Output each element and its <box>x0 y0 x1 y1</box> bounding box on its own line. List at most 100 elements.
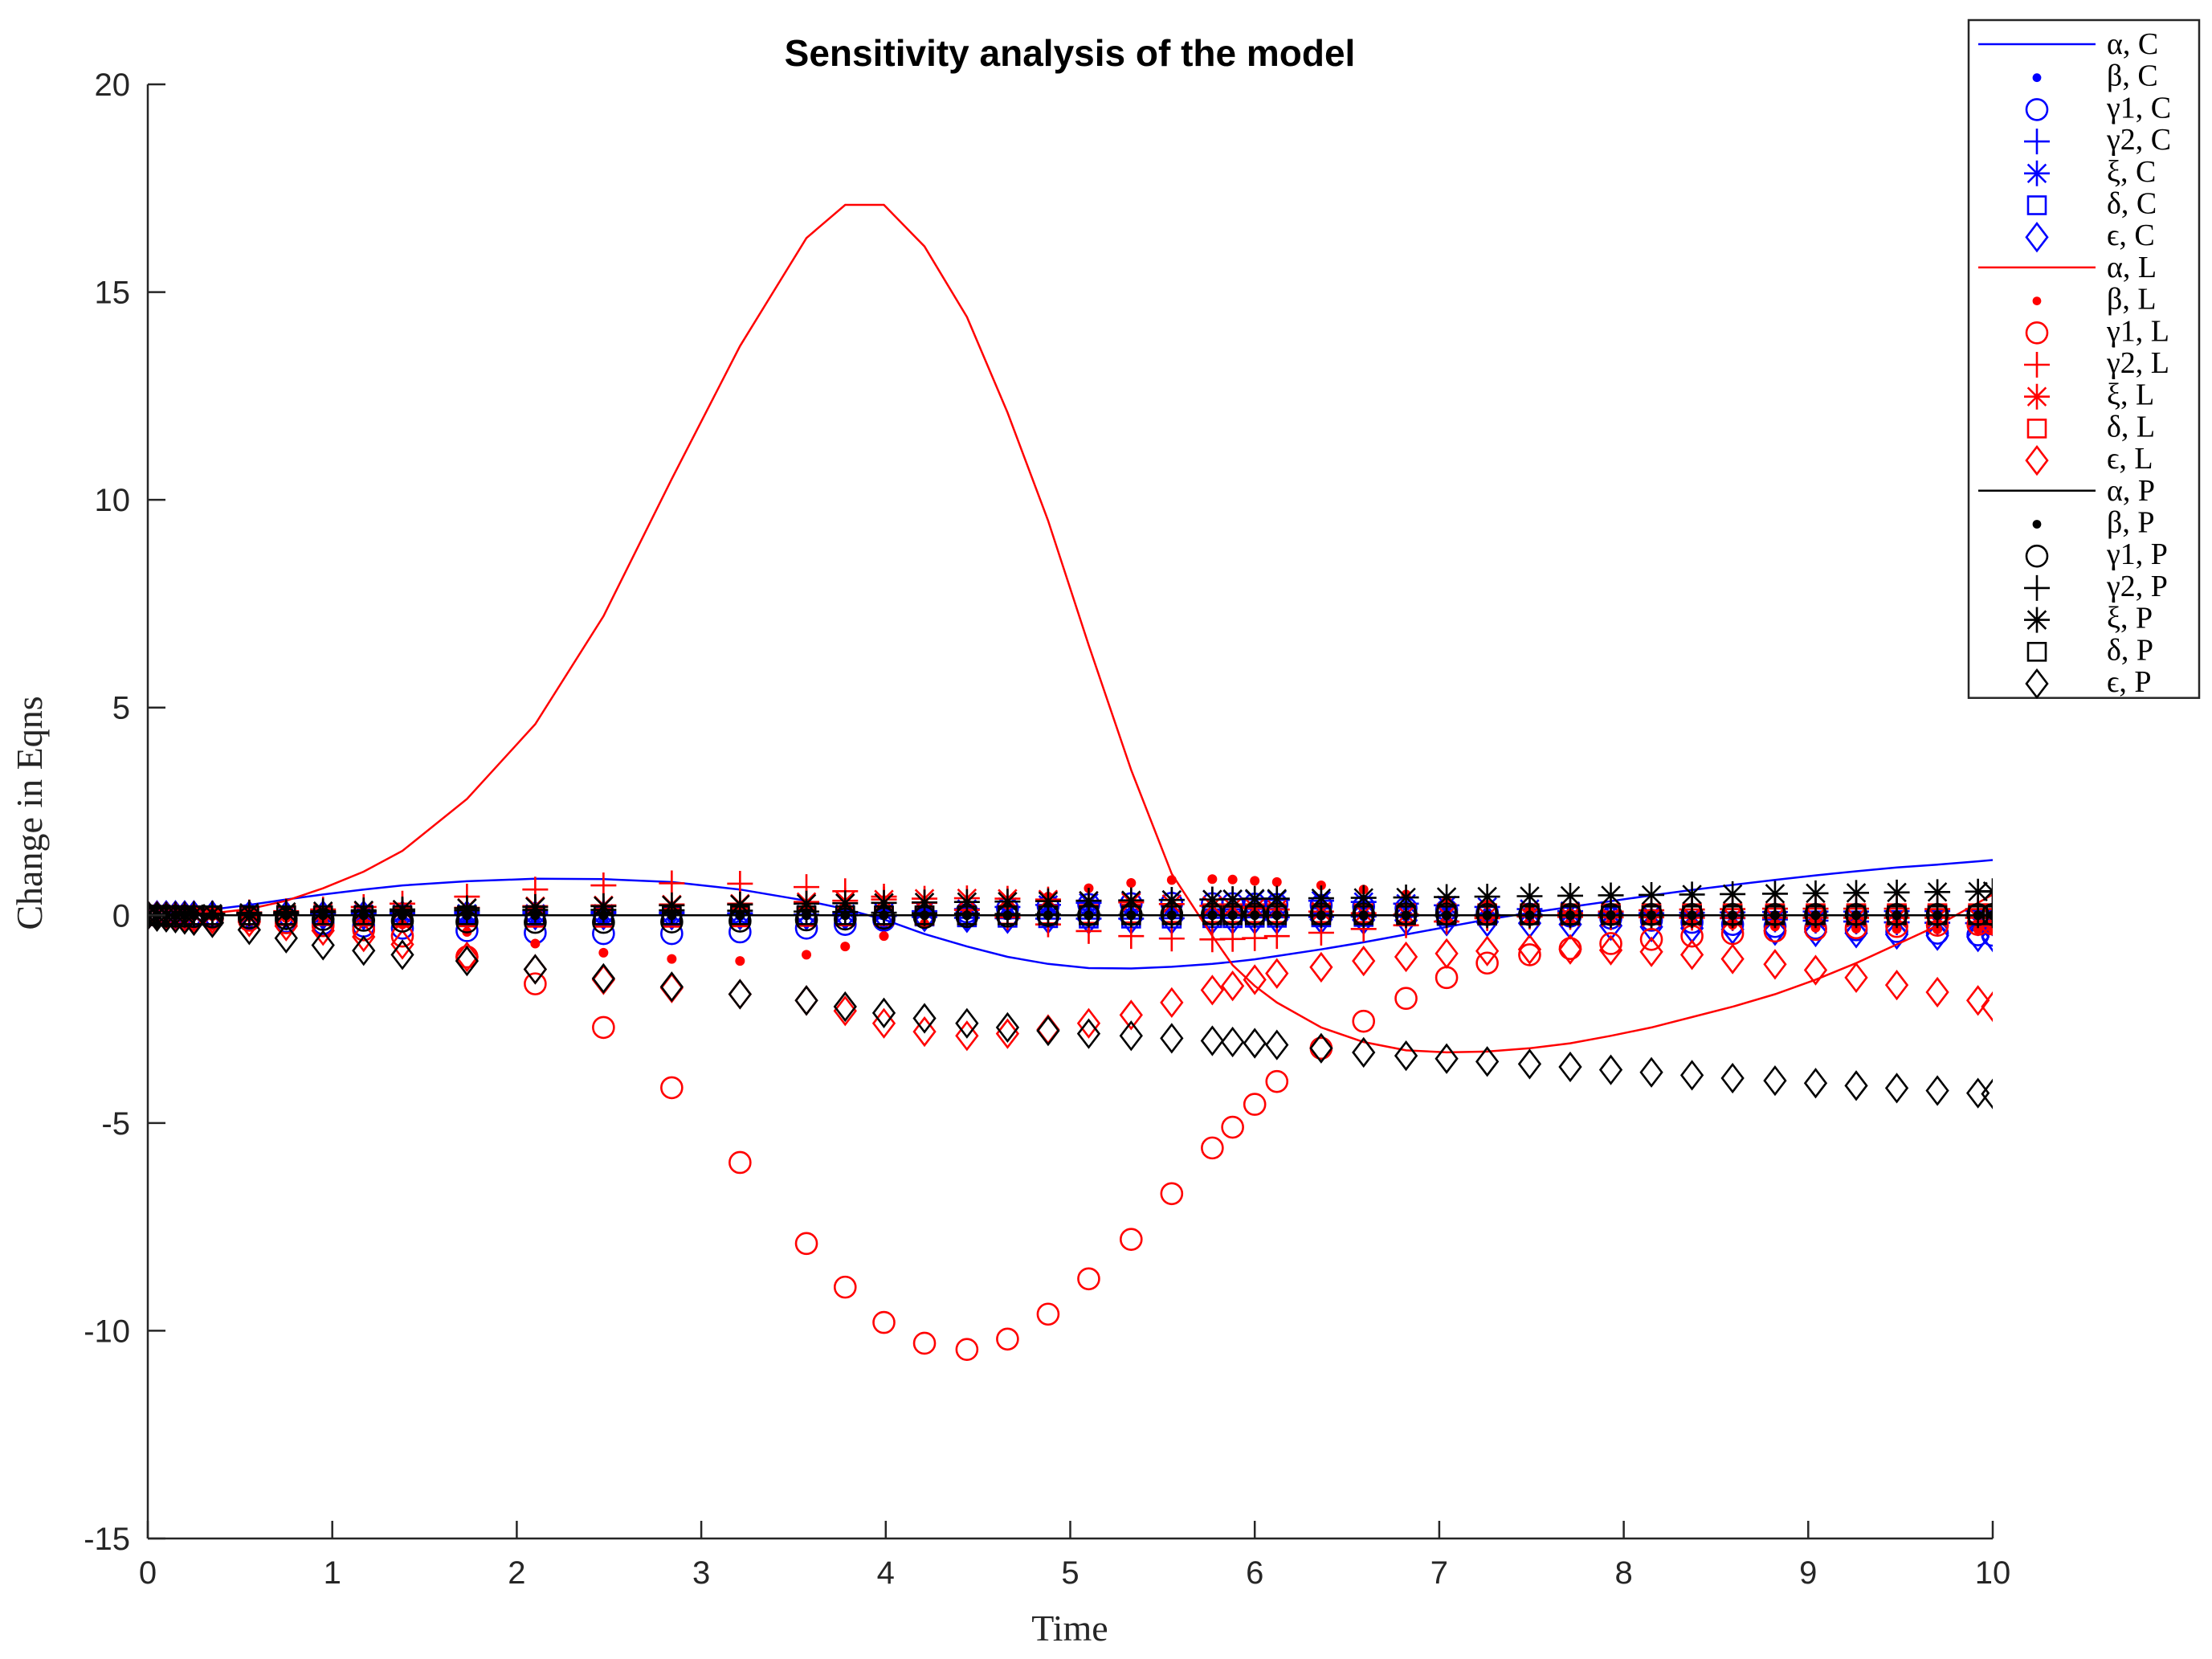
data-point <box>994 889 1021 915</box>
legend-label: α, L <box>2107 251 2157 284</box>
data-point <box>352 935 376 966</box>
data-point <box>1806 905 1826 926</box>
series-delta-p <box>148 905 1993 926</box>
data-point <box>592 1015 615 1040</box>
data-point <box>1474 884 1500 910</box>
data-point <box>1309 951 1333 983</box>
legend-entry-xi-p: ξ, P <box>2024 602 2153 635</box>
legend-entry-xi-c: ξ, C <box>2024 155 2156 189</box>
data-point <box>1436 905 1457 926</box>
data-point <box>1517 934 1542 965</box>
x-tick-label: 9 <box>1799 1555 1817 1591</box>
data-point <box>1434 884 1460 910</box>
data-point <box>1242 925 1268 951</box>
legend-swatch <box>2025 444 2049 476</box>
legend-swatch <box>2026 641 2047 662</box>
data-point <box>1265 1069 1289 1093</box>
data-point <box>1884 918 1909 950</box>
data-point <box>1641 905 1662 926</box>
data-point <box>1350 885 1377 911</box>
legend-swatch <box>2025 544 2049 568</box>
data-point <box>1765 905 1786 926</box>
data-point <box>1844 917 1868 949</box>
data-point <box>1598 1054 1623 1085</box>
data-point <box>1250 876 1260 886</box>
data-point <box>1435 1043 1459 1074</box>
legend-label: δ, C <box>2107 187 2157 221</box>
data-point <box>1598 882 1624 909</box>
legend-entry-gamma2-p: γ2, P <box>2024 570 2168 603</box>
data-point <box>1887 905 1907 926</box>
data-point <box>1160 987 1184 1019</box>
legend-entry-beta-l: β, L <box>2032 283 2157 317</box>
x-tick-label: 3 <box>692 1555 710 1591</box>
data-point <box>833 1275 857 1299</box>
data-point <box>1761 881 1788 907</box>
data-point <box>872 1310 896 1334</box>
legend-label: α, C <box>2107 27 2158 61</box>
legend-swatch <box>2024 129 2050 155</box>
data-point <box>796 905 817 926</box>
x-axis-label: Time <box>1031 1608 1108 1649</box>
y-tick-label: 15 <box>95 276 131 311</box>
legend-swatch <box>2025 98 2049 121</box>
data-point <box>1981 1078 1993 1109</box>
x-tick-label: 0 <box>139 1555 157 1591</box>
legend-label: γ1, L <box>2106 314 2169 348</box>
legend-label: ξ, C <box>2107 155 2156 189</box>
data-point <box>1720 943 1745 975</box>
data-point <box>955 1007 979 1039</box>
data-point <box>1558 934 1582 965</box>
legend-entry-delta-l: δ, L <box>2026 410 2155 443</box>
data-point <box>1965 985 1990 1016</box>
data-point <box>1803 1068 1828 1099</box>
data-point <box>1222 905 1243 926</box>
data-point <box>1435 905 1459 937</box>
data-point <box>1720 881 1746 907</box>
data-point <box>1844 962 1868 994</box>
legend-swatch <box>2024 607 2050 633</box>
axes-layer: 0 1 2 3 4 5 6 7 8 9 10 -15 -10 -5 0 5 10 15 20 <box>84 67 2010 1591</box>
legend-label: γ1, P <box>2106 537 2168 571</box>
x-tick-label: 5 <box>1061 1555 1079 1591</box>
data-point <box>1126 877 1137 888</box>
data-point <box>794 985 818 1016</box>
data-point <box>1394 987 1418 1011</box>
data-point <box>1477 905 1497 926</box>
data-point <box>871 997 896 1028</box>
data-point <box>237 906 261 938</box>
data-point <box>173 904 197 935</box>
legend-label: γ2, P <box>2106 570 2168 603</box>
data-point <box>454 895 480 921</box>
legend-entry-delta-c: δ, C <box>2026 187 2157 221</box>
data-point <box>1968 905 1988 926</box>
data-point <box>274 922 298 954</box>
legend-swatch <box>2024 352 2050 378</box>
data-point <box>1036 1302 1060 1326</box>
legend-entry-gamma2-l: γ2, L <box>2024 346 2169 380</box>
data-point <box>1353 905 1374 926</box>
legend-box <box>1967 18 2201 699</box>
data-point <box>598 947 609 958</box>
data-point <box>1160 1182 1184 1206</box>
data-point <box>389 897 415 923</box>
data-point <box>955 1020 979 1052</box>
data-point <box>1158 887 1185 913</box>
legend-swatch <box>2032 73 2042 83</box>
data-point <box>239 905 259 926</box>
data-point <box>1517 1048 1542 1080</box>
legend-entry-epsilon-p: ϵ, P <box>2025 665 2152 700</box>
data-point <box>1308 885 1334 912</box>
data-point <box>659 892 685 918</box>
data-point <box>1925 976 1949 1008</box>
data-point <box>1119 1020 1143 1052</box>
y-tick-label: 0 <box>112 898 130 934</box>
legend-entry-xi-l: ξ, L <box>2024 378 2154 412</box>
legend-label: δ, P <box>2107 633 2153 667</box>
data-point <box>1221 1026 1245 1058</box>
data-point <box>148 901 169 932</box>
legend-label: ϵ, C <box>2107 219 2155 252</box>
data-point <box>802 950 812 960</box>
legend-entry-beta-p: β, P <box>2032 506 2154 540</box>
data-point <box>202 905 222 926</box>
